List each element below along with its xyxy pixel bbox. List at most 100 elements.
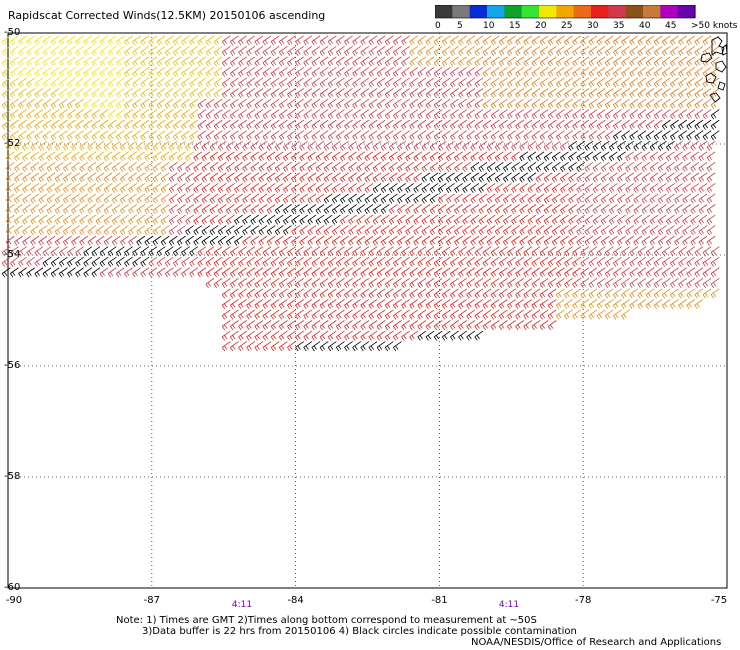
wind-barb (164, 45, 174, 56)
wind-barb (511, 235, 520, 246)
wind-barb (250, 235, 260, 246)
wind-barb (307, 151, 317, 162)
wind-barb (352, 246, 362, 257)
wind-barb (543, 183, 553, 194)
wind-barb (124, 109, 133, 120)
wind-barb (388, 214, 398, 225)
wind-barb (511, 183, 520, 194)
wind-barb (258, 225, 268, 236)
wind-barb (14, 161, 23, 172)
wind-barb (678, 98, 687, 109)
wind-barb (507, 67, 516, 78)
wind-barb (364, 214, 374, 225)
wind-barb (478, 151, 488, 162)
wind-barb (604, 299, 614, 310)
wind-barb (95, 235, 105, 246)
wind-barb (458, 330, 467, 341)
wind-barb (91, 130, 101, 141)
wind-barb (62, 183, 72, 194)
wind-barb (58, 45, 68, 56)
wind-barb (262, 341, 272, 352)
wind-barb (238, 299, 247, 310)
wind-barb (380, 235, 390, 246)
wind-barb (152, 161, 162, 172)
wind-barb (425, 299, 435, 310)
wind-barb (340, 193, 349, 204)
wind-barb (327, 341, 337, 352)
wind-barb (478, 140, 488, 151)
wind-barb (295, 288, 304, 299)
wind-barb (661, 88, 671, 99)
wind-barb (645, 267, 655, 278)
wind-barb (91, 246, 101, 257)
wind-barb (120, 172, 129, 183)
wind-barb (670, 256, 679, 267)
wind-barb (372, 161, 382, 172)
wind-barb (303, 119, 313, 130)
wind-barb (584, 193, 594, 204)
wind-barb (637, 35, 647, 46)
wind-barb (311, 277, 321, 288)
wind-barb (295, 341, 304, 352)
wind-barb (115, 119, 125, 130)
wind-barb (543, 193, 553, 204)
wind-barb (608, 204, 618, 215)
wind-barb (653, 277, 663, 288)
wind-barb (690, 214, 700, 225)
wind-barb (87, 204, 97, 215)
wind-barb (433, 256, 443, 267)
wind-barb (539, 130, 549, 141)
wind-barb (120, 235, 129, 246)
wind-barb (262, 119, 272, 130)
wind-barb (156, 256, 166, 267)
wind-barb (250, 161, 260, 172)
wind-barb (172, 45, 182, 56)
wind-barb (327, 256, 337, 267)
wind-barb (181, 119, 190, 130)
wind-barb (103, 140, 113, 151)
wind-barb (230, 98, 239, 109)
wind-barb (710, 56, 720, 67)
wind-barb (515, 267, 524, 278)
wind-barb (694, 45, 704, 56)
wind-barb (250, 140, 260, 151)
wind-barb (50, 98, 60, 109)
wind-barb (393, 277, 402, 288)
wind-barb (319, 88, 329, 99)
wind-barb (572, 35, 582, 46)
wind-barb (450, 77, 459, 88)
wind-barb (181, 35, 190, 46)
wind-barb (242, 214, 252, 225)
wind-barb (515, 109, 524, 120)
wind-barb (67, 98, 76, 109)
colorbar-label: 0 (435, 21, 441, 31)
wind-barb (539, 256, 549, 267)
wind-barb (555, 309, 565, 320)
wind-barb (213, 119, 223, 130)
wind-barb (99, 56, 109, 67)
wind-barb (486, 214, 496, 225)
wind-barb (710, 130, 720, 141)
wind-barb (580, 88, 590, 99)
wind-barb (95, 204, 105, 215)
wind-barb (303, 77, 313, 88)
wind-barb (384, 320, 394, 331)
wind-barb (266, 214, 276, 225)
wind-barb (352, 330, 362, 341)
wind-barb (596, 256, 606, 267)
wind-barb (1, 98, 11, 109)
wind-barb (115, 77, 125, 88)
wind-barb (564, 98, 573, 109)
wind-barb (498, 288, 508, 299)
wind-barb (205, 45, 215, 56)
wind-barb (221, 109, 231, 120)
wind-barb (230, 45, 239, 56)
wind-barb (311, 67, 321, 78)
wind-barb (172, 77, 182, 88)
wind-barb (156, 246, 166, 257)
wind-barb (254, 67, 264, 78)
note-line-2: 3)Data buffer is 22 hrs from 20150106 4)… (142, 626, 577, 637)
wind-barb (433, 67, 443, 78)
wind-barb (335, 299, 345, 310)
wind-barb (274, 214, 284, 225)
